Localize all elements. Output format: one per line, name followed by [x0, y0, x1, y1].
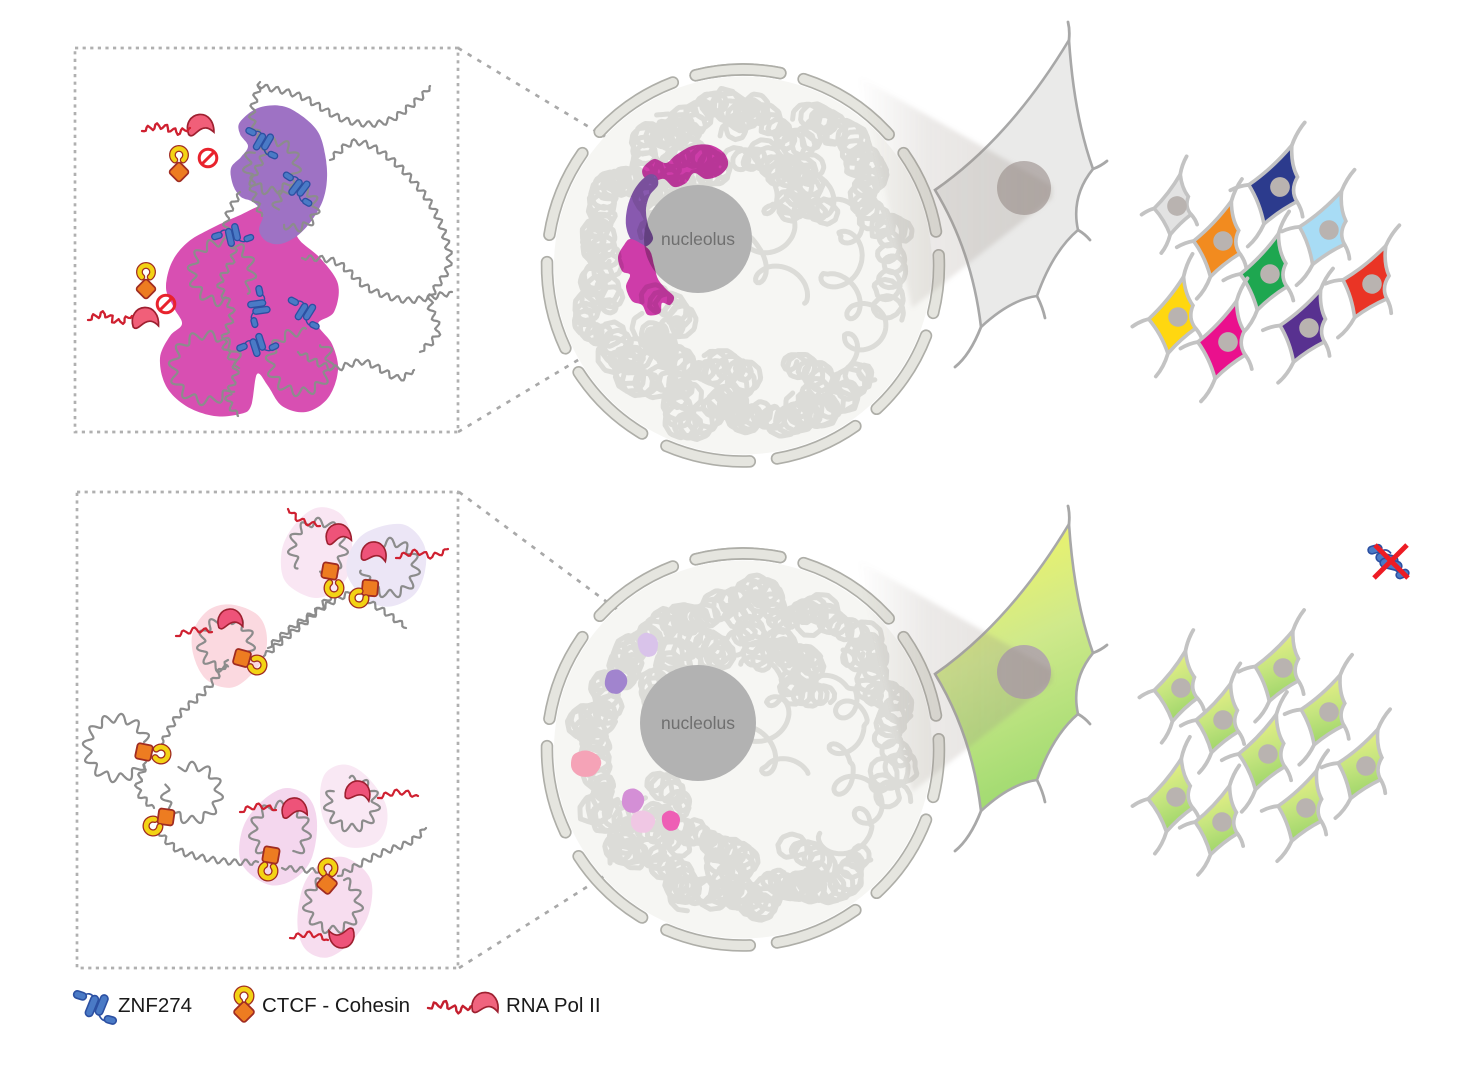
svg-text:CTCF - Cohesin: CTCF - Cohesin [262, 994, 410, 1017]
svg-text:nucleolus: nucleolus [661, 229, 735, 249]
svg-text:ZNF274: ZNF274 [118, 994, 192, 1017]
svg-text:RNA Pol II: RNA Pol II [506, 994, 601, 1017]
svg-text:nucleolus: nucleolus [661, 713, 735, 733]
